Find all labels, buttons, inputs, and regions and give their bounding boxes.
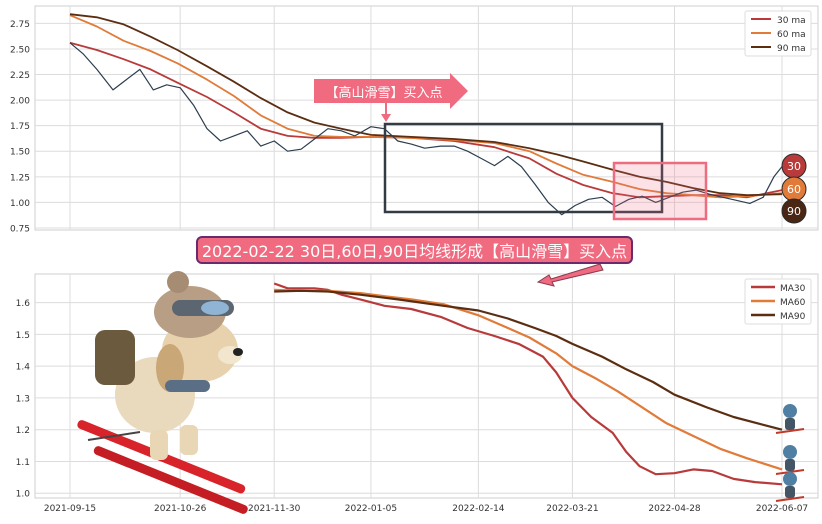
legend-label-ma30: 30 ma <box>777 16 806 26</box>
dog-goggle-lens <box>201 301 229 315</box>
dog-scarf <box>165 380 210 392</box>
x-tick-label: 2022-01-05 <box>345 504 397 514</box>
legend-label-MA60: MA60 <box>780 298 806 308</box>
series-line-ma60 <box>274 288 783 471</box>
highlight-box-dark <box>383 122 664 214</box>
ma-circle-30: 30 <box>781 153 807 179</box>
x-tick-label: 2022-02-14 <box>452 504 505 514</box>
legend-label-MA90: MA90 <box>780 312 806 322</box>
ski-pole <box>87 431 141 441</box>
bottom-y-tick-label: 1.0 <box>16 490 31 500</box>
banner-pointer-arrow <box>536 263 604 287</box>
series-line-ma30 <box>273 282 783 486</box>
x-tick-label: 2022-03-21 <box>546 504 598 514</box>
bottom-y-tick-label: 1.5 <box>16 331 30 341</box>
top-legend-box <box>744 10 812 57</box>
bottom-y-tick-label: 1.6 <box>16 299 31 309</box>
buy-point-pointer-head <box>381 114 391 122</box>
skier-2-head <box>783 445 797 459</box>
dog-nose <box>233 348 243 356</box>
banner-pointer-arrow-shape <box>536 263 604 287</box>
bottom-y-tick-label: 1.2 <box>16 426 30 436</box>
skier-1-body <box>785 418 795 430</box>
skiing-dog-illustration <box>77 271 248 514</box>
buy-point-arrow: 【高山滑雪】买入点 <box>314 73 468 122</box>
legend-label-ma90: 90 ma <box>777 44 806 54</box>
x-tick-label: 2021-11-30 <box>248 504 301 514</box>
bottom-y-tick-label: 1.4 <box>16 363 31 373</box>
dog-leg-left <box>150 430 168 460</box>
ma-circle-90-disc <box>781 198 807 224</box>
ma-circle-90: 90 <box>781 198 807 224</box>
x-tick-label: 2022-06-07 <box>756 504 808 514</box>
top-y-tick-label: 1.75 <box>10 122 30 132</box>
bottom-y-tick-label: 1.3 <box>16 394 30 404</box>
skier-1-head <box>783 404 797 418</box>
top-y-tick-label: 1.25 <box>10 173 30 183</box>
dog-beanie-pompom <box>167 271 189 293</box>
x-tick-label: 2022-04-28 <box>648 504 701 514</box>
bottom-legend: MA30 MA60 MA90 <box>744 278 812 325</box>
skier-figure-icon-3 <box>775 472 805 502</box>
top-y-tick-label: 2.25 <box>10 71 30 81</box>
series-line-ma90 <box>274 289 783 431</box>
highlight-box-pink <box>612 161 708 221</box>
ski-right <box>93 446 248 514</box>
skier-3-ski <box>775 496 805 502</box>
bottom-y-tick-label: 1.1 <box>16 458 30 468</box>
top-y-tick-label: 1.50 <box>10 148 30 158</box>
bottom-legend-box <box>744 278 812 325</box>
x-tick-label: 2021-09-15 <box>44 504 96 514</box>
series-line-90-ma <box>69 13 783 197</box>
top-y-tick-label: 1.00 <box>10 199 30 209</box>
dog-leg-right <box>180 425 198 455</box>
top-y-tick-label: 2.50 <box>10 45 30 55</box>
dog-backpack <box>95 330 135 385</box>
top-y-tick-label: 0.75 <box>10 224 30 234</box>
skier-1-ski <box>775 428 805 434</box>
x-tick-label: 2021-10-26 <box>154 504 207 514</box>
ma-circle-60-label: 60 <box>787 183 801 196</box>
top-y-tick-label: 2.00 <box>10 97 30 107</box>
buy-point-arrow-shape <box>314 73 468 109</box>
top-y-tick-label: 2.75 <box>10 20 30 30</box>
ma-circle-90-label: 90 <box>787 205 801 218</box>
series-line-60-ma <box>69 14 783 199</box>
buy-signal-banner: 2022-02-22 30日,60日,90日均线形成【高山滑雪】买入点 <box>196 236 633 264</box>
legend-label-ma60: 60 ma <box>777 30 806 40</box>
buy-point-arrow-label: 【高山滑雪】买入点 <box>325 85 442 101</box>
top-legend: 30 ma 60 ma 90 ma <box>744 10 812 57</box>
skier-2-body <box>785 459 795 471</box>
ma-circle-30-label: 30 <box>787 160 801 173</box>
skier-3-body <box>785 486 795 498</box>
skier-figure-icon-1 <box>775 404 805 434</box>
ma-circle-60: 60 <box>781 176 807 202</box>
skier-3-head <box>783 472 797 486</box>
series-line-price <box>69 42 783 216</box>
legend-label-MA30: MA30 <box>780 284 806 294</box>
